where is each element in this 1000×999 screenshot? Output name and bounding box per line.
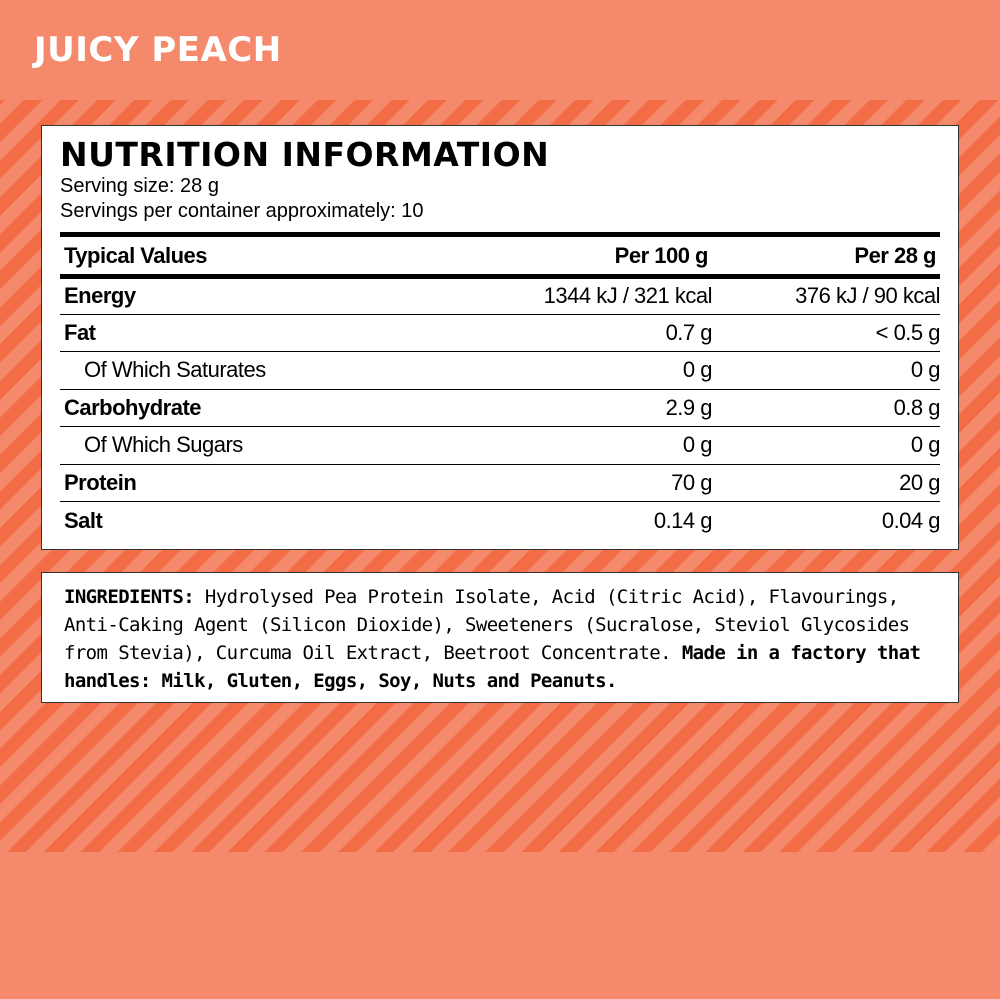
value-per-serving: 20 g [712, 464, 941, 502]
value-per-serving: 0 g [712, 351, 941, 390]
value-per-serving: < 0.5 g [712, 314, 941, 352]
value-per-100g: 0.14 g [653, 507, 713, 533]
servings-per-container: Servings per container approximately: 10 [60, 200, 424, 222]
nutrient-name: Carbohydrate [60, 389, 412, 427]
table-row: Salt 0.14 g 0.04 g [60, 502, 941, 540]
nutrient-name: Fat [60, 314, 412, 352]
allergen-statement: Made in a factory that handles: Milk, Gl… [64, 642, 921, 692]
product-flavour-title: JUICY PEACH [34, 30, 282, 70]
value-per-serving: 0.8 g [712, 389, 941, 427]
serving-size: Serving size: 28 g [60, 175, 219, 197]
value-per-100g: 70 g [412, 464, 713, 502]
column-header: Typical Values [64, 242, 208, 268]
value-per-serving: 376 kJ / 90 kcal [712, 276, 941, 315]
ingredients-text: Hydrolysed Pea Protein Isolate, Acid (Ci… [64, 586, 910, 664]
nutrient-name: Of Which Sugars [60, 426, 412, 465]
value-per-100g: 2.9 g [412, 389, 713, 427]
nutrient-name: Of Which Saturates [60, 351, 412, 390]
value-per-100g: 0 g [412, 426, 713, 465]
value-per-100g: 0 g [412, 351, 713, 390]
table-row: Fat 0.7 g < 0.5 g [60, 314, 941, 352]
nutrition-table: Typical Values Per 100 g Per 28 g Energy… [60, 232, 941, 540]
nutrient-name: Energy [60, 276, 412, 315]
value-per-serving: 0.04 g [881, 507, 941, 533]
nutrition-panel: NUTRITION INFORMATION Serving size: 28 g… [41, 125, 959, 550]
nutrient-name: Protein [60, 464, 412, 502]
table-row: Protein 70 g 20 g [60, 464, 941, 502]
ingredients-panel: INGREDIENTS: Hydrolysed Pea Protein Isol… [41, 572, 959, 703]
column-header: Per 28 g [854, 242, 936, 268]
table-row: Carbohydrate 2.9 g 0.8 g [60, 389, 941, 427]
column-header: Per 100 g [614, 242, 709, 268]
value-per-100g: 0.7 g [412, 314, 713, 352]
table-row: Energy 1344 kJ / 321 kcal 376 kJ / 90 kcal [60, 276, 941, 315]
value-per-100g: 1344 kJ / 321 kcal [412, 276, 713, 315]
nutrient-name: Salt [64, 507, 103, 533]
ingredients-label: INGREDIENTS: [64, 586, 195, 608]
table-header: Typical Values Per 100 g Per 28 g [60, 234, 940, 277]
value-per-serving: 0 g [712, 426, 941, 465]
nutrition-heading: NUTRITION INFORMATION [60, 135, 550, 174]
